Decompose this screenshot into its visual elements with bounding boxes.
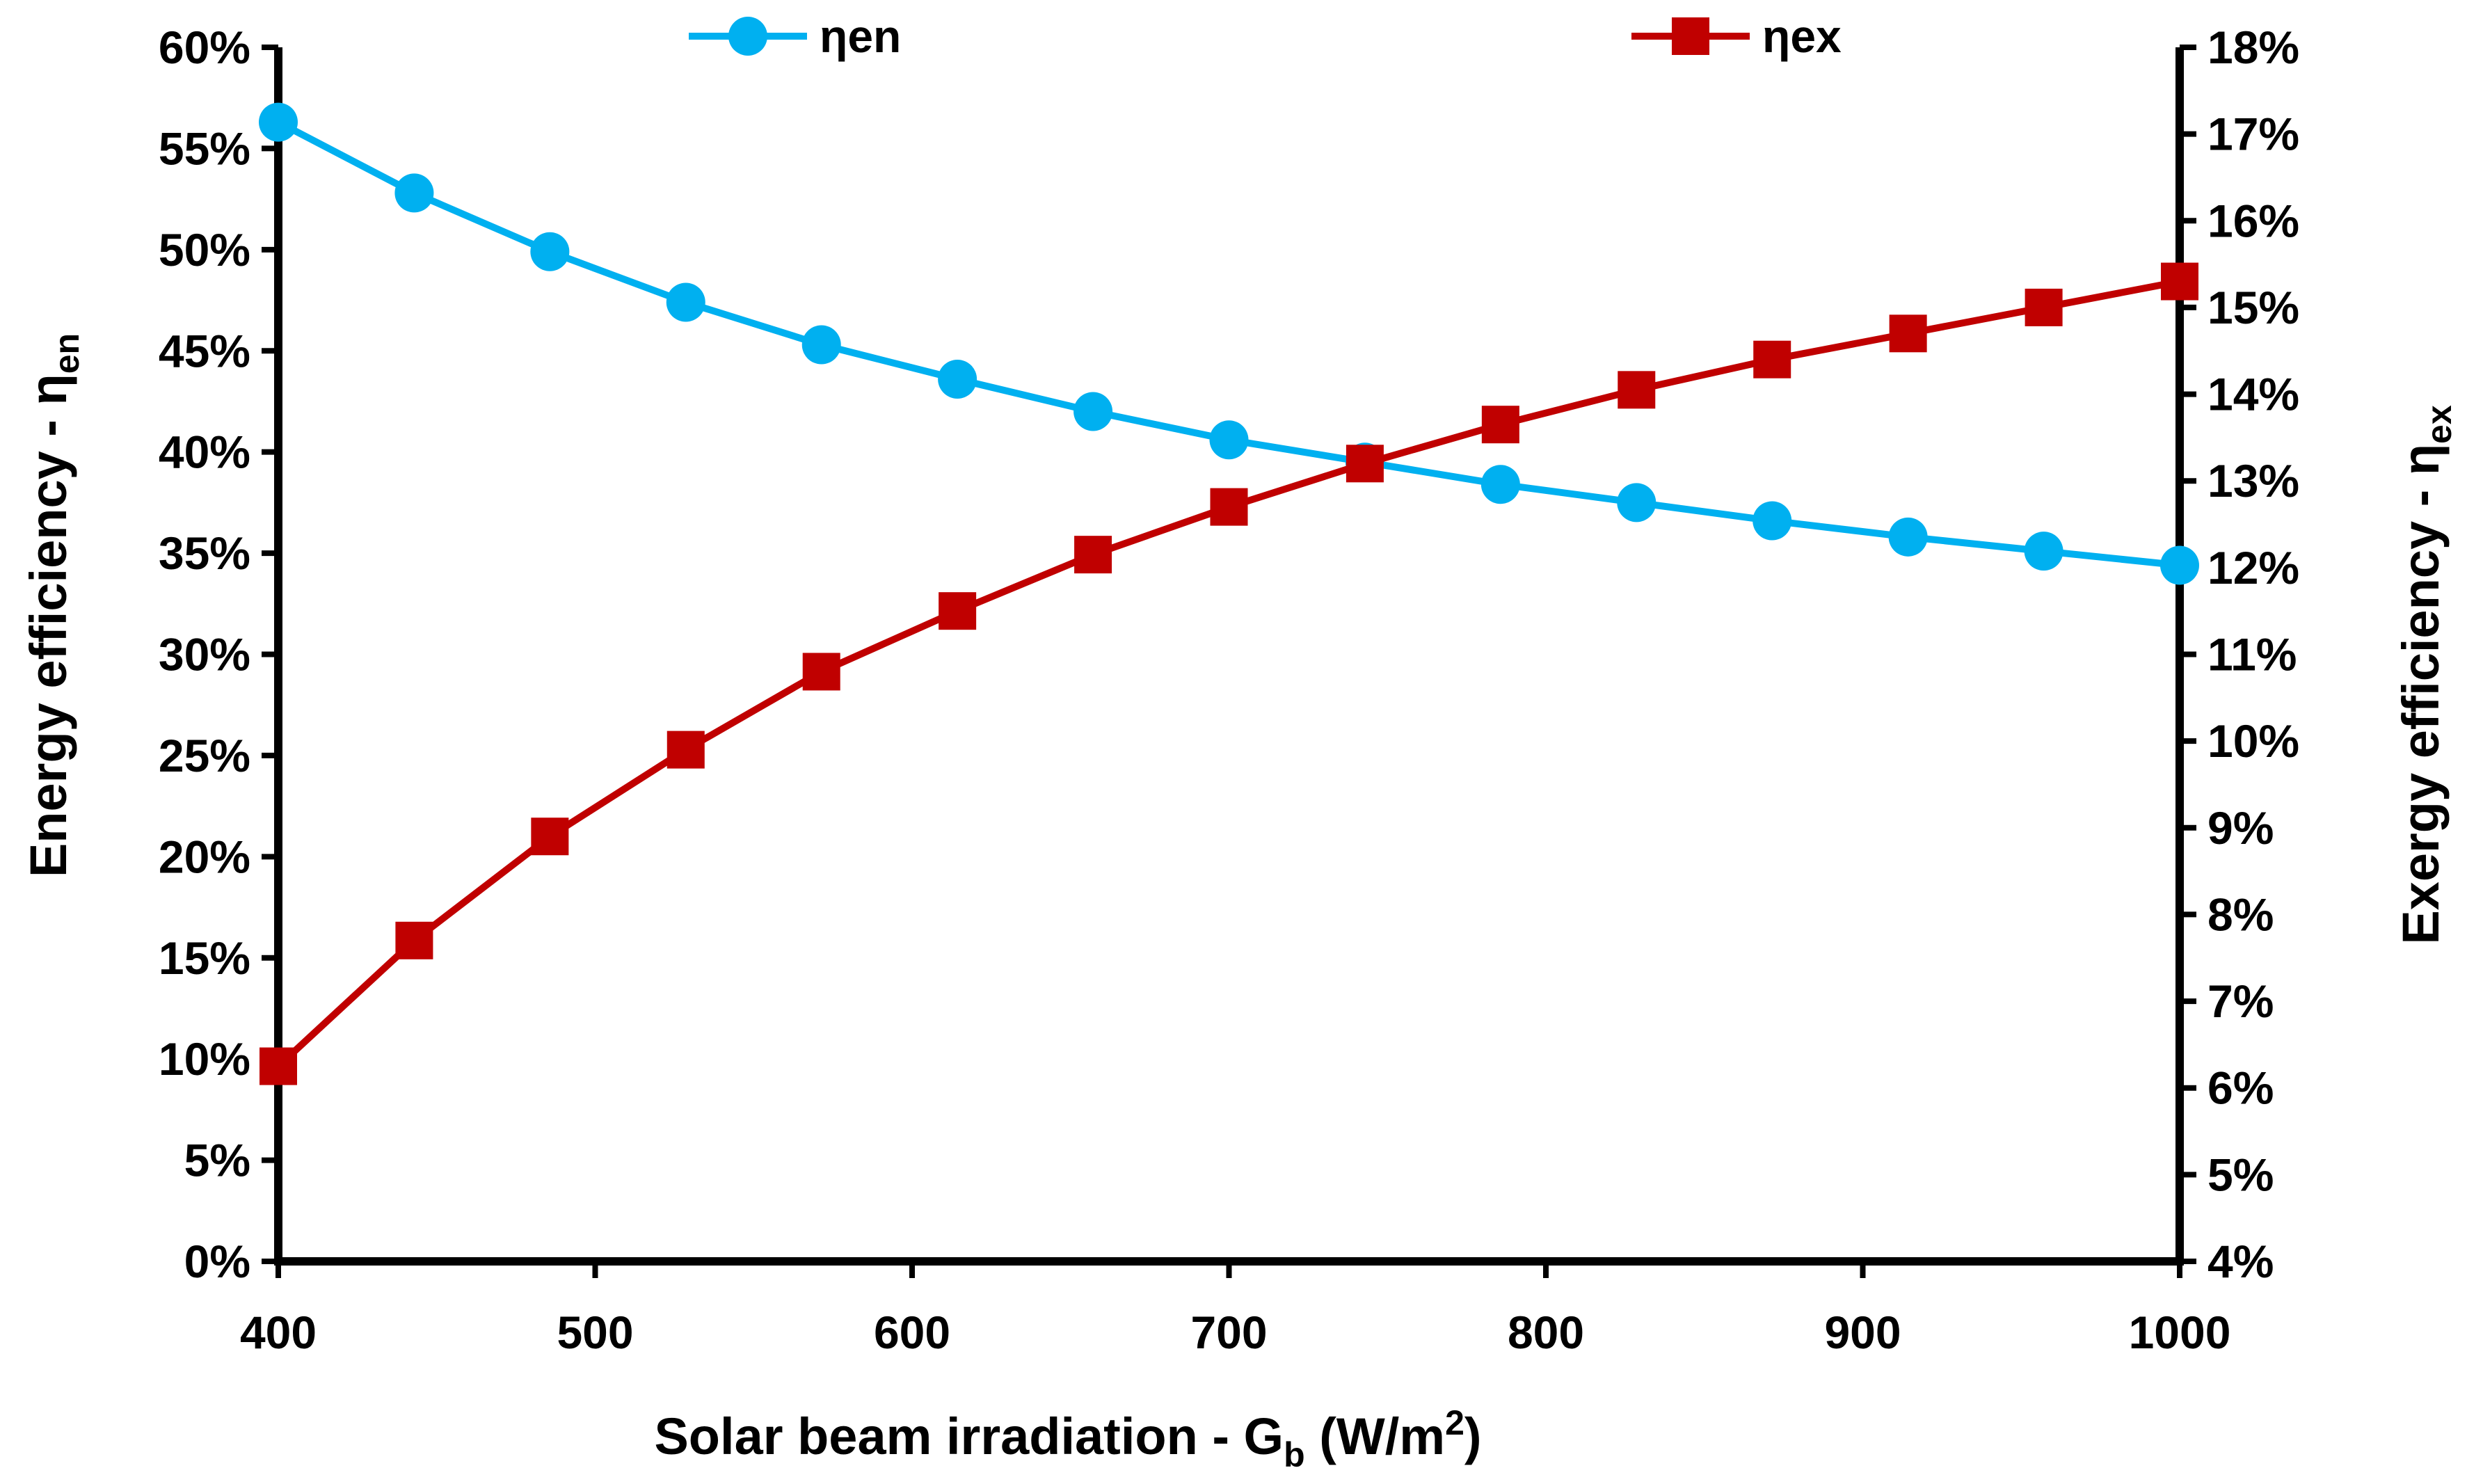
energy-efficiency-point <box>1073 392 1113 431</box>
legend-label: ηex <box>1762 10 1842 62</box>
legend-marker-circle <box>728 17 767 56</box>
energy-efficiency-point <box>1209 420 1249 460</box>
y-left-tick-label: 25% <box>159 730 250 781</box>
y-left-tick-label: 35% <box>159 527 250 579</box>
y-right-tick-label: 18% <box>2207 22 2299 73</box>
exergy-efficiency-line <box>276 278 2180 1069</box>
energy-efficiency-point <box>938 359 977 399</box>
series-group <box>259 102 2199 1085</box>
x-tick-label: 1000 <box>2129 1307 2231 1358</box>
y-left-axis-title-sub: en <box>47 333 86 374</box>
energy-efficiency-point <box>394 173 434 213</box>
energy-efficiency-point <box>1753 501 1792 541</box>
x-axis-title-main: Solar beam irradiation - G <box>654 1407 1284 1465</box>
exergy-efficiency-point <box>1346 445 1384 483</box>
y-left-tick-label: 10% <box>159 1033 250 1085</box>
exergy-efficiency-point <box>531 817 569 856</box>
axes: 0% 5% 10% 15% 20% 25% 30% 35% 40% 45% 50% 55% 60% 4% 5… <box>159 22 2299 1358</box>
x-tick-label: 500 <box>557 1307 633 1358</box>
exergy-efficiency-point <box>2025 288 2063 326</box>
exergy-efficiency-point <box>2161 262 2198 301</box>
exergy-efficiency-point <box>802 653 840 691</box>
exergy-efficiency-point <box>939 592 977 630</box>
y-left-tick-label: 60% <box>159 22 250 73</box>
energy-efficiency-point <box>1888 517 1928 557</box>
energy-efficiency-point <box>1480 465 1520 504</box>
energy-efficiency-point <box>1617 483 1656 522</box>
legend: ηen ηex <box>689 10 1842 62</box>
exergy-efficiency-point <box>1210 488 1248 526</box>
y-left-tick-label: 55% <box>159 122 250 174</box>
y-left-tick-label: 20% <box>159 831 250 882</box>
energy-efficiency-point <box>2024 532 2063 571</box>
series-exergy <box>260 262 2198 1085</box>
y-right-tick-label: 12% <box>2207 542 2299 593</box>
y-left-tick-label: 15% <box>159 932 250 984</box>
y-left-tick-label: 0% <box>184 1236 250 1287</box>
x-tick-label: 800 <box>1508 1307 1584 1358</box>
y-right-tick-label: 9% <box>2207 802 2274 854</box>
y-right-tick-label: 15% <box>2207 282 2299 333</box>
y-right-tick-label: 6% <box>2207 1062 2274 1114</box>
y-left-tick-label: 30% <box>159 629 250 680</box>
legend-label: ηen <box>820 10 901 62</box>
y-left-axis-title-main: Energy efficiency - η <box>19 374 77 877</box>
x-axis-title-sub: b <box>1284 1435 1305 1474</box>
axis-titles: Solar beam irradiation - Gb (W/m2) Energ… <box>19 333 2459 1474</box>
x-axis-title-unit-end: ) <box>1464 1407 1482 1465</box>
y-left-tick-label: 5% <box>184 1135 250 1186</box>
y-right-tick-label: 14% <box>2207 369 2299 420</box>
y-left-axis-title: Energy efficiency - ηen <box>19 333 86 877</box>
y-right-tick-label: 17% <box>2207 109 2299 160</box>
energy-efficiency-point <box>259 102 298 142</box>
y-right-tick-label: 13% <box>2207 455 2299 506</box>
x-axis-title-unit: (W/m <box>1305 1407 1445 1465</box>
y-right-tick-label: 7% <box>2207 975 2274 1027</box>
exergy-efficiency-point <box>1481 406 1519 444</box>
y-right-tick-label: 11% <box>2207 629 2297 680</box>
exergy-efficiency-point <box>395 921 433 959</box>
energy-efficiency-point <box>2160 545 2199 585</box>
y-right-tick-label: 4% <box>2207 1236 2274 1287</box>
exergy-efficiency-point <box>1753 340 1791 378</box>
y-right-axis-title-main: Exergy efficiency - η <box>2392 444 2450 945</box>
legend-item-exergy: ηex <box>1631 10 1842 62</box>
x-tick-label: 900 <box>1824 1307 1901 1358</box>
y-right-tick-label: 8% <box>2207 888 2274 940</box>
exergy-efficiency-point <box>666 731 705 769</box>
exergy-efficiency-point <box>1074 536 1112 574</box>
x-tick-label: 400 <box>240 1307 317 1358</box>
x-axis-title: Solar beam irradiation - Gb (W/m2) <box>654 1403 1481 1474</box>
y-right-tick-label: 5% <box>2207 1149 2274 1200</box>
x-axis-title-sup: 2 <box>1445 1403 1464 1442</box>
exergy-efficiency-point <box>1889 314 1927 353</box>
y-right-tick-label: 16% <box>2207 195 2299 246</box>
y-left-tick-label: 40% <box>159 426 250 478</box>
y-right-tick-label: 10% <box>2207 715 2299 767</box>
exergy-efficiency-point <box>260 1047 297 1085</box>
y-left-tick-label: 50% <box>159 224 250 276</box>
y-right-axis-title: Exergy efficiency - ηex <box>2392 405 2459 945</box>
series-energy <box>259 102 2199 585</box>
energy-efficiency-point <box>666 282 705 322</box>
x-tick-label: 700 <box>1190 1307 1267 1358</box>
legend-item-energy: ηen <box>689 10 901 62</box>
y-right-axis-title-sub: ex <box>2420 405 2459 444</box>
legend-marker-square <box>1672 17 1709 55</box>
exergy-efficiency-point <box>1618 371 1656 409</box>
energy-efficiency-point <box>530 232 570 271</box>
y-left-tick-label: 45% <box>159 325 250 376</box>
energy-efficiency-point <box>801 325 841 365</box>
x-tick-label: 600 <box>874 1307 950 1358</box>
